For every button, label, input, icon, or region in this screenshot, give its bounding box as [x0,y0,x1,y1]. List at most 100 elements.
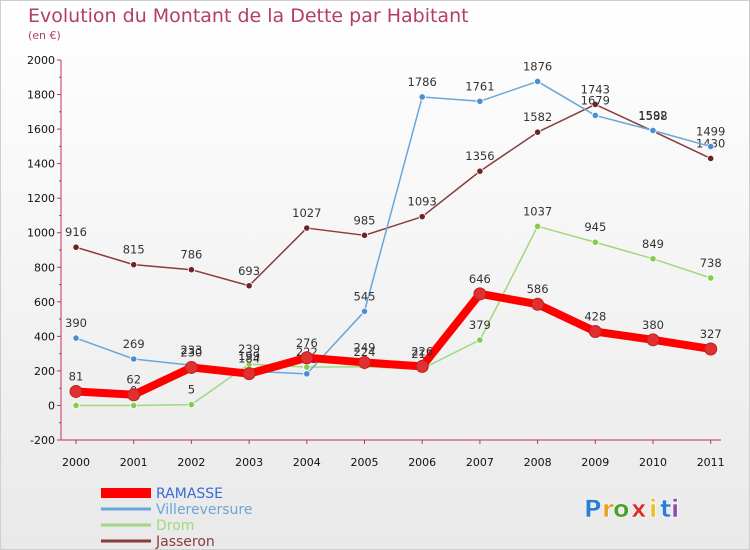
data-point [358,355,371,369]
data-point [127,388,141,402]
series-line [75,289,712,399]
x-tick-label: 2005 [351,456,379,469]
data-label: 390 [65,316,87,330]
data-label: 1743 [581,82,610,96]
data-point [476,336,484,344]
data-label: 81 [69,369,84,383]
data-point [646,333,660,347]
data-point [649,255,657,263]
data-point [72,243,80,251]
data-label: 1037 [523,204,552,218]
data-point [360,307,369,315]
y-tick-label: -200 [30,434,55,447]
data-point [704,342,718,356]
data-point [418,93,426,101]
data-point [591,100,599,108]
legend-label: Villereversure [156,502,253,518]
data-point [130,261,138,269]
brand-letter: t [660,495,671,523]
data-label: 5 [188,383,195,397]
data-label: 1786 [408,75,437,89]
y-tick-label: 800 [34,261,55,274]
data-point [533,222,542,230]
series-line [75,103,712,287]
data-point [473,287,487,301]
y-tick-label: 1600 [27,123,55,136]
data-point [242,367,256,381]
chart-title: Evolution du Montant de la Dette par Hab… [28,5,469,27]
data-point [418,213,426,221]
data-point [649,126,657,135]
data-label: 1761 [465,79,494,93]
data-point [588,325,602,339]
data-point [476,97,484,105]
data-label: 62 [126,373,141,387]
data-point [69,384,83,398]
data-point [130,355,138,363]
data-label: 1876 [523,59,552,73]
y-tick-label: 2000 [27,54,55,67]
x-tick-label: 2009 [581,456,609,469]
data-label: 1356 [465,149,494,163]
legend-label: Drom [156,518,194,534]
x-tick-label: 2004 [293,456,321,469]
data-point [300,351,314,365]
series-line [75,80,711,375]
data-label: 226 [411,344,433,358]
brand-letter: x [631,495,647,523]
data-label: 1582 [523,110,552,124]
data-point [531,297,545,311]
data-point [533,77,542,86]
data-point [591,111,599,120]
x-tick-label: 2002 [177,456,205,469]
data-label: 1588 [638,109,667,123]
x-tick-label: 2010 [639,456,667,469]
x-tick-label: 2006 [408,456,436,469]
y-tick-label: 200 [34,365,55,378]
data-label: 738 [700,256,722,270]
data-label: 586 [527,282,549,296]
x-tick-label: 2011 [697,456,725,469]
legend-label: Jasseron [155,534,215,549]
data-label: 786 [180,248,202,262]
y-tick-label: 1800 [27,89,55,102]
data-label: 379 [469,318,491,332]
data-label: 230 [180,345,202,359]
legend-label: RAMASSE [156,486,223,502]
data-label: 184 [238,352,260,366]
data-point [476,167,484,175]
data-point [303,224,311,232]
data-label: 428 [584,310,606,324]
data-point [72,401,80,410]
data-point [187,266,195,274]
data-point [533,128,542,136]
brand-letter: i [649,495,657,523]
data-label: 199 [238,349,260,363]
data-point [591,238,599,246]
brand-letter: r [602,495,614,523]
data-point [130,401,138,410]
series-ramasse: 81 62 230 184 276 249 226 646 586 428 380 327 [69,272,722,402]
y-tick-label: 1400 [27,158,55,171]
y-tick-label: 600 [34,296,55,309]
brand-letter: i [671,495,679,523]
data-label: 815 [123,243,145,257]
data-point [415,359,429,373]
data-label: 1093 [408,195,437,209]
data-label: 224 [354,345,376,359]
data-point [303,370,311,378]
brand-letter: o [613,495,630,523]
brand-letter: P [584,495,602,523]
data-point [245,282,253,290]
x-tick-label: 2008 [524,456,552,469]
data-label: 327 [700,327,722,341]
data-label: 945 [584,220,606,234]
data-label: 233 [180,343,202,357]
y-tick-label: 1000 [27,227,55,240]
data-point [72,334,80,342]
x-tick-label: 2001 [120,456,148,469]
data-label: 916 [65,225,87,239]
x-tick-label: 2003 [235,456,263,469]
